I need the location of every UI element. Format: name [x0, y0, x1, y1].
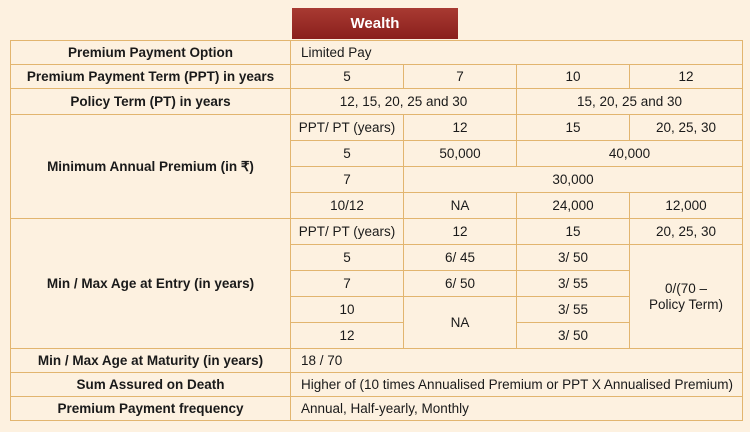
- policy-term-value: 15, 20, 25 and 30: [515, 88, 744, 115]
- min-premium-cell: 40,000: [515, 140, 744, 167]
- plan-details-table: Premium Payment Option Limited Pay Premi…: [10, 40, 744, 421]
- label-ppt: Premium Payment Term (PPT) in years: [10, 64, 291, 89]
- ppt-value: 7: [403, 64, 517, 89]
- age-entry-cell: 3/ 55: [516, 270, 630, 297]
- min-premium-cell: 24,000: [516, 192, 630, 219]
- min-premium-header-cell: 15: [516, 114, 630, 141]
- table-row-policy-term: Policy Term (PT) in years 12, 15, 20, 25…: [10, 88, 744, 115]
- policy-term-value: 12, 15, 20, 25 and 30: [290, 88, 517, 115]
- age-entry-cell: 3/ 55: [516, 296, 630, 323]
- age-entry-merged-cell: 0/(70 – Policy Term): [628, 244, 744, 349]
- value-payment-frequency: Annual, Half-yearly, Monthly: [289, 396, 744, 421]
- age-entry-header-cell: 20, 25, 30: [628, 218, 744, 245]
- label-premium-payment-option: Premium Payment Option: [10, 40, 291, 65]
- min-premium-cell: 50,000: [403, 140, 517, 167]
- table-row-payment-option: Premium Payment Option Limited Pay: [10, 40, 744, 65]
- age-entry-cell: 6/ 50: [403, 270, 517, 297]
- min-premium-cell: NA: [403, 192, 517, 219]
- label-payment-frequency: Premium Payment frequency: [10, 396, 291, 421]
- age-entry-merged-line: Policy Term): [649, 296, 724, 312]
- age-entry-cell: 7: [290, 270, 404, 297]
- table-row-ppt: Premium Payment Term (PPT) in years 5 7 …: [10, 64, 744, 89]
- label-policy-term: Policy Term (PT) in years: [10, 88, 291, 115]
- ppt-value: 5: [290, 64, 404, 89]
- age-entry-cell: 3/ 50: [516, 322, 630, 349]
- ppt-value: 10: [516, 64, 630, 89]
- age-entry-header-cell: PPT/ PT (years): [290, 218, 404, 245]
- value-sum-assured: Higher of (10 times Annualised Premium o…: [289, 372, 744, 397]
- age-entry-header-cell: 15: [516, 218, 630, 245]
- age-entry-cell: 10: [290, 296, 404, 323]
- label-age-at-entry: Min / Max Age at Entry (in years): [10, 218, 291, 349]
- label-sum-assured: Sum Assured on Death: [10, 372, 291, 397]
- table-row-age-entry-12: 12 3/ 50: [11, 322, 743, 349]
- table-row-frequency: Premium Payment frequency Annual, Half-y…: [10, 396, 744, 421]
- wealth-title: Wealth: [350, 15, 400, 32]
- table-row-age-entry-10: 10 NA 3/ 55: [11, 296, 743, 349]
- min-premium-header-cell: PPT/ PT (years): [290, 114, 404, 141]
- table-row-age-maturity: Min / Max Age at Maturity (in years) 18 …: [10, 348, 744, 373]
- table-row-min-premium-5: 5 50,000 40,000: [11, 140, 744, 167]
- table-row-sum-assured: Sum Assured on Death Higher of (10 times…: [10, 372, 744, 397]
- table-row-age-entry-5: 5 6/ 45 3/ 50 0/(70 – Policy Term): [11, 244, 744, 349]
- min-premium-cell: 10/12: [290, 192, 404, 219]
- table-row-age-entry-header: Min / Max Age at Entry (in years) PPT/ P…: [10, 218, 744, 349]
- age-entry-cell: 5: [290, 244, 404, 271]
- min-premium-cell: 5: [290, 140, 404, 167]
- table-row-min-premium-10-12: 10/12 NA 24,000 12,000: [11, 192, 744, 219]
- min-premium-header-cell: 20, 25, 30: [628, 114, 744, 141]
- age-entry-na-cell: NA: [403, 296, 517, 349]
- value-age-at-maturity: 18 / 70: [289, 348, 744, 373]
- wealth-header-tab: Wealth: [292, 8, 458, 39]
- min-premium-cell: 7: [290, 166, 404, 193]
- label-min-annual-premium: Minimum Annual Premium (in ₹): [10, 114, 291, 219]
- min-premium-cell: 12,000: [628, 192, 744, 219]
- age-entry-cell: 12: [290, 322, 404, 349]
- min-premium-header-cell: 12: [403, 114, 517, 141]
- table-row-age-entry-7: 7 6/ 50 3/ 55: [11, 270, 743, 297]
- age-entry-cell: 6/ 45: [403, 244, 517, 271]
- age-entry-merged-line: 0/(70 –: [665, 280, 708, 296]
- min-premium-cell: 30,000: [402, 166, 744, 193]
- table-row-min-premium-header: Minimum Annual Premium (in ₹) PPT/ PT (y…: [10, 114, 744, 219]
- age-entry-header-cell: 12: [403, 218, 517, 245]
- age-entry-cell: 3/ 50: [516, 244, 630, 271]
- label-age-at-maturity: Min / Max Age at Maturity (in years): [10, 348, 291, 373]
- ppt-value: 12: [628, 64, 744, 89]
- value-premium-payment-option: Limited Pay: [289, 40, 744, 65]
